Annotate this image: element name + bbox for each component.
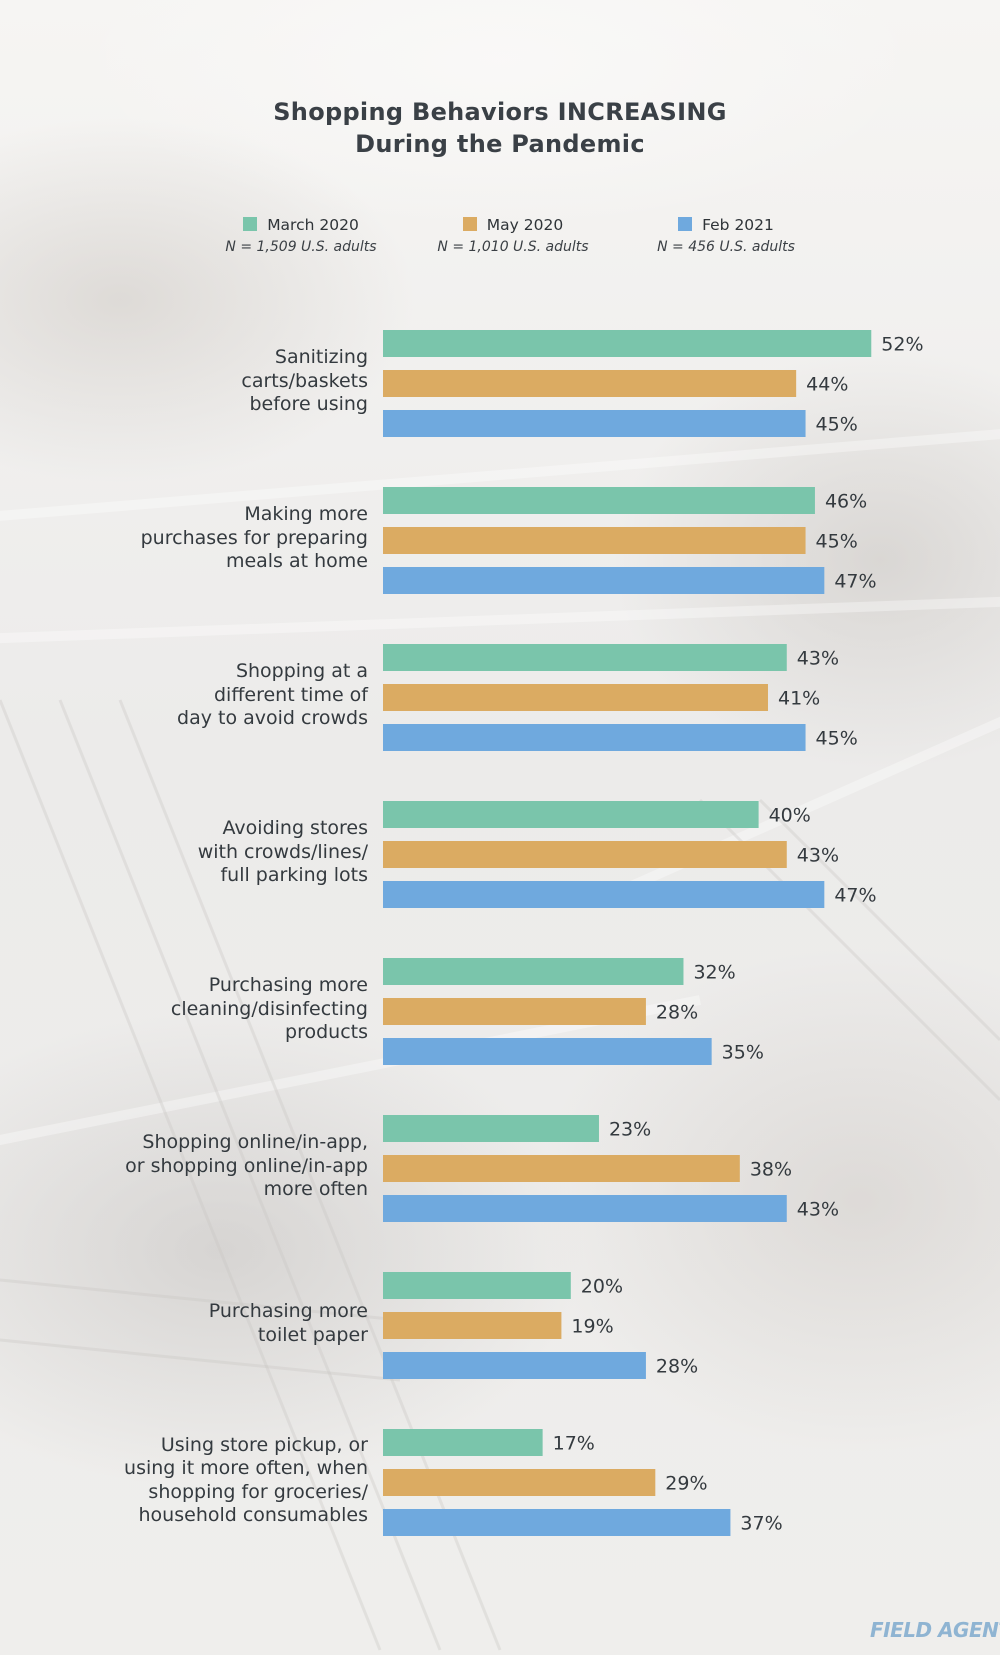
category-label: Purchasing more cleaning/disinfecting prod… — [38, 974, 368, 1045]
chart-title: Shopping Behaviors INCREASING During the… — [0, 96, 1000, 160]
category-label: Avoiding stores with crowds/lines/full pa… — [38, 817, 368, 888]
category-label: Shopping online/in-app, or shopping onlin… — [38, 1131, 368, 1202]
bar-march-2020 — [383, 1429, 543, 1456]
bar-march-2020 — [383, 487, 815, 514]
category-label-line: meals at home — [225, 550, 368, 573]
legend-sample-size-march-2020: N = 1,509 U.S. adults — [225, 239, 377, 255]
data-label-may-2020: 19% — [571, 1316, 613, 1338]
data-label-march-2020: 43% — [797, 648, 839, 670]
category-label-line: Purchasing more — [208, 1300, 368, 1322]
data-label-may-2020: 29% — [665, 1473, 707, 1495]
category-label-line: Making more — [244, 503, 368, 526]
legend-sample-size-may-2020: N = 1,010 U.S. adults — [437, 239, 589, 255]
category-label: Sanitizing carts/baskets before using — [38, 346, 368, 417]
data-label-feb-2021: 28% — [656, 1356, 698, 1378]
bar-feb-2021 — [383, 410, 806, 437]
bar-feb-2021 — [383, 881, 825, 908]
bar-may-2020 — [383, 370, 797, 397]
data-label-feb-2021: 45% — [816, 414, 858, 436]
legend-swatch-march-2020 — [243, 217, 258, 231]
legend-label-may-2020: May 2020 — [486, 216, 564, 234]
data-label-feb-2021: 43% — [797, 1199, 839, 1221]
category-label: Purchasing more toilet paper — [38, 1300, 368, 1347]
data-label-march-2020: 20% — [581, 1276, 623, 1298]
data-label-may-2020: 44% — [806, 374, 848, 396]
category-label: Shopping at a different time of day to avo… — [38, 660, 368, 731]
bar-may-2020 — [383, 1155, 740, 1182]
bar-feb-2021 — [383, 1352, 646, 1379]
data-label-march-2020: 46% — [825, 491, 867, 513]
category-label-line: more often — [263, 1178, 368, 1201]
category-label-line: before using — [249, 393, 368, 416]
category-label: Using store pickup, or using it more ofte… — [38, 1434, 368, 1528]
data-label-may-2020: 43% — [797, 845, 839, 867]
bar-feb-2021 — [383, 1038, 712, 1065]
category-label-line: Shopping online/in-app, — [142, 1131, 368, 1154]
bar-feb-2021 — [383, 567, 825, 594]
data-label-may-2020: 28% — [656, 1002, 698, 1024]
category-label-line: full parking lots — [220, 864, 368, 887]
category-label-line: carts/baskets — [241, 369, 368, 392]
data-label-feb-2021: 45% — [816, 728, 858, 750]
bar-march-2020 — [383, 958, 684, 985]
legend-item-march-2020: March 2020 N = 1,509 U.S. adults — [171, 214, 431, 255]
legend-item-feb-2021: Feb 2021 N = 456 U.S. adults — [596, 214, 856, 255]
category-label-line: different time of — [213, 683, 368, 706]
legend-item-may-2020: May 2020 N = 1,010 U.S. adults — [383, 214, 643, 255]
bar-march-2020 — [383, 1272, 571, 1299]
data-label-march-2020: 40% — [769, 805, 811, 827]
data-label-may-2020: 38% — [750, 1159, 792, 1181]
data-label-feb-2021: 47% — [834, 885, 876, 907]
bar-feb-2021 — [383, 724, 806, 751]
data-label-march-2020: 23% — [609, 1119, 651, 1141]
category-label-line: day to avoid crowds — [177, 707, 368, 730]
category-label-line: Shopping at a — [235, 660, 368, 683]
category-label-line: purchases for preparing — [140, 526, 368, 549]
bar-may-2020 — [383, 841, 787, 868]
category-label-line: Sanitizing — [274, 346, 368, 369]
bar-may-2020 — [383, 1469, 656, 1496]
legend-sample-size-feb-2021: N = 456 U.S. adults — [657, 239, 795, 255]
legend-label-feb-2021: Feb 2021 — [702, 216, 774, 234]
field-agent-logo: FIELD AGENT — [870, 1618, 1000, 1642]
category-label: Making more purchases for preparing meals … — [38, 503, 368, 574]
category-label-line: Using store pickup, or — [160, 1433, 368, 1456]
legend-swatch-may-2020 — [462, 217, 477, 231]
bar-march-2020 — [383, 330, 872, 357]
legend-swatch-feb-2021 — [678, 217, 693, 231]
bar-may-2020 — [383, 527, 806, 554]
data-label-feb-2021: 47% — [834, 571, 876, 593]
data-label-feb-2021: 35% — [722, 1042, 764, 1064]
bar-feb-2021 — [383, 1195, 787, 1222]
data-label-may-2020: 45% — [816, 531, 858, 553]
data-label-feb-2021: 37% — [740, 1513, 782, 1535]
data-label-march-2020: 52% — [881, 334, 923, 356]
category-label-line: with crowds/lines/ — [197, 840, 368, 863]
bar-feb-2021 — [383, 1509, 731, 1536]
category-label-line: products — [285, 1021, 368, 1044]
category-label-line: using it more often, when — [124, 1457, 368, 1479]
category-label-line: household consumables — [138, 1504, 368, 1526]
bar-march-2020 — [383, 644, 787, 671]
legend-label-march-2020: March 2020 — [267, 216, 359, 234]
bar-may-2020 — [383, 998, 646, 1025]
chart-title-line-2: During the Pandemic — [355, 130, 645, 158]
data-label-march-2020: 17% — [553, 1433, 595, 1455]
bar-march-2020 — [383, 801, 759, 828]
category-label-line: cleaning/disinfecting — [170, 997, 368, 1020]
bar-may-2020 — [383, 684, 768, 711]
category-label-line: toilet paper — [257, 1323, 368, 1346]
data-label-march-2020: 32% — [693, 962, 735, 984]
category-label-line: Purchasing more — [208, 974, 368, 997]
category-label-line: Avoiding stores — [222, 817, 368, 840]
chart-title-line-1: Shopping Behaviors INCREASING — [273, 98, 727, 126]
category-label-line: or shopping online/in-app — [125, 1154, 368, 1177]
bar-march-2020 — [383, 1115, 599, 1142]
category-label-line: shopping for groceries/ — [148, 1480, 368, 1503]
bar-may-2020 — [383, 1312, 562, 1339]
data-label-may-2020: 41% — [778, 688, 820, 710]
